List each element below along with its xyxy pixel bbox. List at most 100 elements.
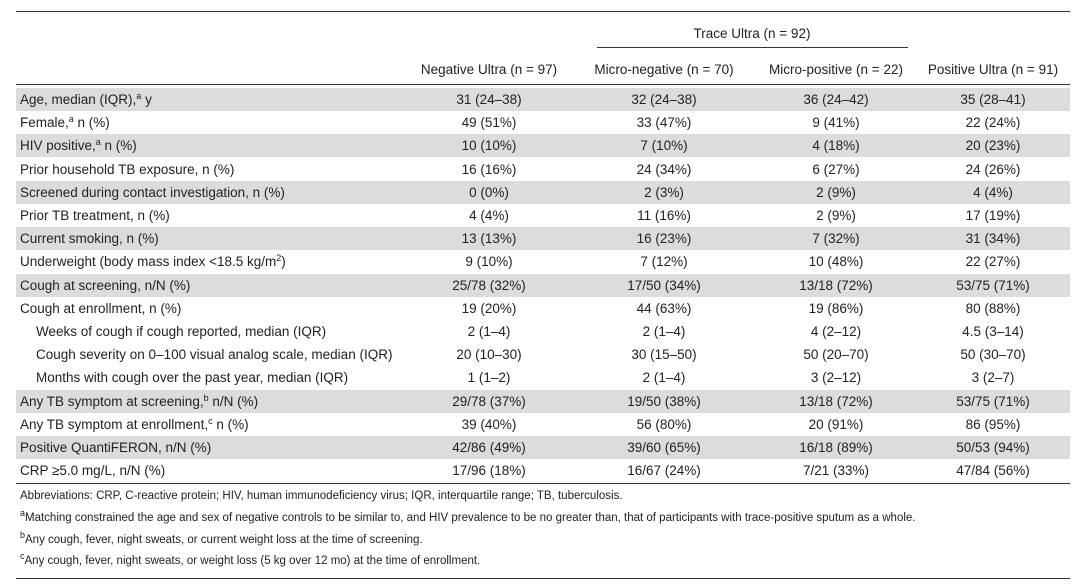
footnote-mark: b	[20, 529, 26, 540]
footnote: bAny cough, fever, night sweats, or curr…	[20, 530, 423, 550]
cell: 7 (12%)	[640, 254, 688, 270]
cell: 17/96 (18%)	[452, 463, 526, 479]
bottom-rule	[16, 578, 1070, 579]
footnote-mark: 2	[276, 253, 282, 264]
footnote-text: Any cough, fever, night sweats, or curre…	[25, 533, 423, 546]
row-label: Any TB symptom at enrollment,c n (%)	[20, 413, 249, 436]
cell: 80 (88%)	[965, 300, 1021, 316]
label-text: Underweight (body mass index <18.5 kg/m	[20, 254, 277, 270]
cell: 2 (1–4)	[642, 370, 686, 386]
cell: 42/86 (49%)	[452, 440, 526, 455]
footnote-mark: a	[20, 508, 26, 518]
cell: 29/78 (37%)	[452, 393, 526, 409]
cell: 16 (23%)	[636, 231, 692, 247]
cell: 3 (2–7)	[971, 370, 1015, 386]
footnote-text: Any cough, fever, night sweats, or weigh…	[24, 555, 481, 567]
cell: 39 (40%)	[461, 416, 517, 432]
cell: 4 (4%)	[973, 184, 1013, 200]
cell: 6 (27%)	[812, 161, 860, 177]
label-text: Any TB symptom at enrollment,	[20, 416, 209, 432]
cell: 39/60 (65%)	[627, 440, 701, 455]
cell: 0 (0%)	[469, 184, 509, 200]
cell: 53/75 (71%)	[956, 277, 1030, 293]
label-text: CRP ≥5.0 mg/L, n/N (%)	[20, 463, 166, 479]
cell: 50 (20–70)	[803, 347, 869, 363]
cell: 30 (15–50)	[631, 347, 697, 363]
cell: 13/18 (72%)	[799, 277, 873, 293]
cell: 4 (4%)	[469, 208, 509, 223]
row-label: Positive QuantiFERON, n/N (%)	[20, 436, 211, 459]
footnote-mark: c	[208, 415, 213, 426]
cell: 19 (86%)	[808, 300, 864, 316]
cell: 2 (9%)	[816, 208, 856, 223]
top-rule	[16, 11, 1070, 12]
cell: 1 (1–2)	[467, 370, 511, 386]
cell: 24 (26%)	[965, 161, 1021, 177]
label-text: n (%)	[212, 416, 249, 432]
cell: 2 (9%)	[816, 184, 856, 200]
label-text: Screened during contact investigation, n…	[20, 184, 285, 200]
label-text: n (%)	[73, 115, 110, 131]
cell: 16/67 (24%)	[627, 463, 701, 479]
label-text: y	[141, 92, 152, 107]
label-text: Current smoking, n (%)	[20, 231, 159, 247]
cell: 2 (3%)	[644, 184, 684, 200]
cell: 19/50 (38%)	[627, 393, 701, 409]
row-label: Current smoking, n (%)	[20, 227, 159, 250]
cell: 4 (18%)	[812, 138, 860, 154]
row-label: Female,a n (%)	[20, 111, 110, 134]
row-label: HIV positive,a n (%)	[20, 134, 137, 157]
row-label: CRP ≥5.0 mg/L, n/N (%)	[20, 459, 165, 482]
abbreviations: Abbreviations: CRP, C-reactive protein; …	[20, 490, 623, 502]
label-text: Any TB symptom at screening,	[20, 393, 204, 409]
label-text: Age, median (IQR),	[20, 92, 137, 107]
label-text: Prior household TB exposure, n (%)	[20, 161, 235, 177]
row-shade	[16, 436, 1070, 459]
column-header: Micro-negative (n = 70)	[594, 62, 734, 77]
cell: 13/18 (72%)	[799, 393, 873, 409]
label-text: Prior TB treatment, n (%)	[20, 208, 170, 223]
cell: 22 (27%)	[965, 254, 1021, 270]
cell: 36 (24–42)	[803, 92, 869, 107]
cell: 17 (19%)	[965, 208, 1021, 223]
label-text: HIV positive,	[20, 138, 96, 154]
cell: 2 (1–4)	[642, 324, 686, 339]
footnote: cAny cough, fever, night sweats, or weig…	[20, 551, 480, 571]
row-label: Underweight (body mass index <18.5 kg/m2…	[20, 250, 286, 273]
cell: 24 (34%)	[636, 161, 692, 177]
row-label: Prior TB treatment, n (%)	[20, 204, 170, 227]
row-label: Age, median (IQR),a y	[20, 88, 152, 111]
footnote-mark: a	[95, 137, 101, 148]
label-text: Weeks of cough if cough reported, median…	[36, 324, 327, 339]
group-header: Trace Ultra (n = 92)	[693, 26, 811, 41]
row-label: Months with cough over the past year, me…	[36, 366, 348, 389]
row-shade	[16, 389, 1070, 413]
label-text: n (%)	[100, 138, 137, 154]
cell: 10 (10%)	[461, 138, 517, 154]
cell: 4 (2–12)	[810, 324, 862, 339]
cell: 22 (24%)	[965, 115, 1021, 131]
body-rule	[16, 483, 1070, 484]
cell: 19 (20%)	[461, 300, 517, 316]
cell: 25/78 (32%)	[452, 277, 526, 293]
label-text: Cough at screening, n/N (%)	[20, 277, 191, 293]
column-header: Micro-positive (n = 22)	[769, 62, 903, 77]
cell: 33 (47%)	[636, 115, 692, 131]
cell: 9 (10%)	[465, 254, 513, 270]
footnote-mark: a	[136, 91, 142, 101]
row-shade	[16, 180, 1070, 204]
cell: 17/50 (34%)	[627, 277, 701, 293]
label-text: Cough at enrollment, n (%)	[20, 300, 182, 316]
footnote-mark: c	[20, 551, 25, 561]
cell: 32 (24–38)	[631, 92, 697, 107]
cell: 11 (16%)	[637, 208, 691, 223]
cell: 16 (16%)	[461, 161, 517, 177]
label-text: )	[281, 254, 286, 270]
row-label: Prior household TB exposure, n (%)	[20, 158, 234, 181]
cell: 31 (24–38)	[456, 92, 522, 107]
label-text: n/N (%)	[208, 393, 259, 409]
cell: 47/84 (56%)	[956, 463, 1030, 479]
column-header: Positive Ultra (n = 91)	[927, 62, 1059, 77]
cell: 50/53 (94%)	[956, 440, 1030, 455]
